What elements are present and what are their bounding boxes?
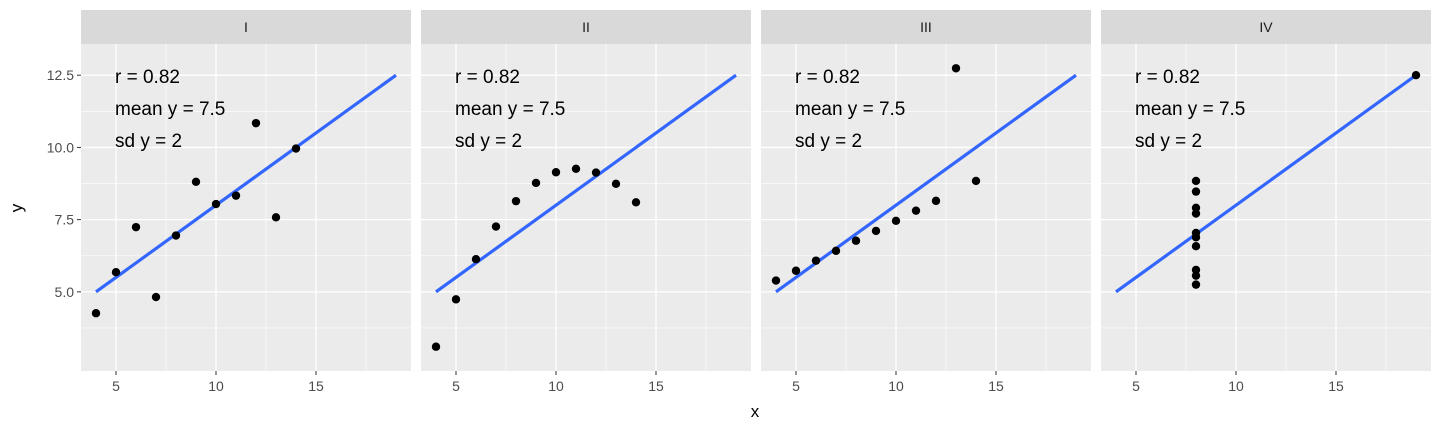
annotation-iii-2: mean y = 7.5	[795, 99, 905, 120]
data-point	[1191, 187, 1201, 196]
data-point	[1191, 203, 1201, 212]
panel-background-iv	[1101, 44, 1431, 371]
fit-line-ii	[435, 73, 737, 294]
annotation-i-3: sd y = 2	[115, 131, 182, 152]
data-point	[1191, 242, 1201, 251]
facet-label-ii: II	[582, 19, 590, 35]
data-point	[151, 292, 161, 302]
x-tick-label: 10	[208, 378, 224, 394]
y-tick-label: 5.0	[55, 284, 75, 300]
facet-strip-iv	[1101, 10, 1431, 44]
x-tick-label: 10	[548, 378, 564, 394]
annotation-i-1: r = 0.82	[115, 67, 180, 88]
x-axis-title: x	[751, 402, 760, 421]
data-point	[171, 231, 181, 240]
annotation-iii-3: sd y = 2	[795, 131, 862, 152]
annotation-iii-1: r = 0.82	[795, 67, 860, 88]
data-point	[91, 309, 101, 318]
data-point	[511, 196, 521, 206]
data-point	[131, 222, 141, 232]
data-point	[931, 196, 941, 206]
facet-strip-iii	[761, 10, 1091, 44]
x-tick-label: 5	[792, 378, 800, 394]
x-tick-label: 15	[648, 378, 664, 394]
data-point	[771, 276, 781, 285]
y-tick-label: 10.0	[47, 139, 74, 155]
x-tick-label: 10	[888, 378, 904, 394]
data-point	[291, 144, 301, 153]
annotation-ii-1: r = 0.82	[455, 67, 520, 88]
fit-line-i	[95, 73, 397, 294]
annotation-iv-3: sd y = 2	[1135, 131, 1202, 152]
annotation-iv-1: r = 0.82	[1135, 67, 1200, 88]
y-tick-label: 12.5	[47, 67, 74, 83]
data-point	[791, 266, 801, 275]
x-tick-label: 15	[308, 378, 324, 394]
facet-label-iii: III	[920, 19, 932, 35]
data-point	[911, 206, 921, 215]
facet-label-iv: IV	[1259, 19, 1273, 35]
y-tick-label: 7.5	[55, 212, 75, 228]
data-point	[491, 222, 501, 231]
data-point	[631, 198, 641, 207]
facet-strip-i	[81, 10, 411, 44]
data-point	[191, 177, 201, 186]
data-point	[871, 226, 881, 236]
annotation-iv-2: mean y = 7.5	[1135, 99, 1245, 120]
data-point	[571, 164, 581, 173]
x-tick-label: 15	[1328, 378, 1344, 394]
y-axis-title: y	[7, 203, 26, 212]
data-point	[951, 64, 961, 73]
data-point	[1191, 233, 1201, 242]
data-point	[451, 295, 461, 304]
annotation-ii-2: mean y = 7.5	[455, 99, 565, 120]
data-point	[1191, 176, 1201, 186]
facet-label-i: I	[244, 19, 248, 35]
facet-strip-ii	[421, 10, 751, 44]
data-point	[1191, 265, 1201, 275]
panel-background-ii	[421, 44, 751, 371]
x-tick-label: 5	[452, 378, 460, 394]
data-point	[251, 118, 261, 128]
panel-background-iii	[761, 44, 1091, 371]
data-point	[811, 256, 821, 265]
data-point	[231, 191, 241, 200]
data-point	[591, 168, 601, 177]
x-tick-label: 15	[988, 378, 1004, 394]
data-point	[111, 268, 121, 277]
data-point	[531, 178, 541, 188]
x-tick-label: 5	[112, 378, 120, 394]
annotation-i-2: mean y = 7.5	[115, 99, 225, 120]
data-point	[271, 213, 281, 222]
data-point	[471, 255, 481, 264]
data-point	[1191, 209, 1201, 218]
annotation-ii-3: sd y = 2	[455, 131, 522, 152]
data-point	[851, 236, 861, 245]
fit-line-iii	[775, 73, 1077, 294]
data-point	[1191, 271, 1201, 280]
data-point	[971, 176, 981, 186]
data-point	[611, 179, 621, 189]
data-point	[551, 168, 561, 177]
fit-line-iv	[1115, 73, 1417, 294]
data-point	[1191, 280, 1201, 289]
x-tick-label: 5	[1132, 378, 1140, 394]
data-point	[211, 199, 221, 209]
data-point	[831, 246, 841, 256]
data-point	[891, 216, 901, 225]
panel-background-i	[81, 44, 411, 371]
data-point	[431, 342, 441, 351]
x-tick-label: 10	[1228, 378, 1244, 394]
data-point	[1411, 70, 1421, 80]
